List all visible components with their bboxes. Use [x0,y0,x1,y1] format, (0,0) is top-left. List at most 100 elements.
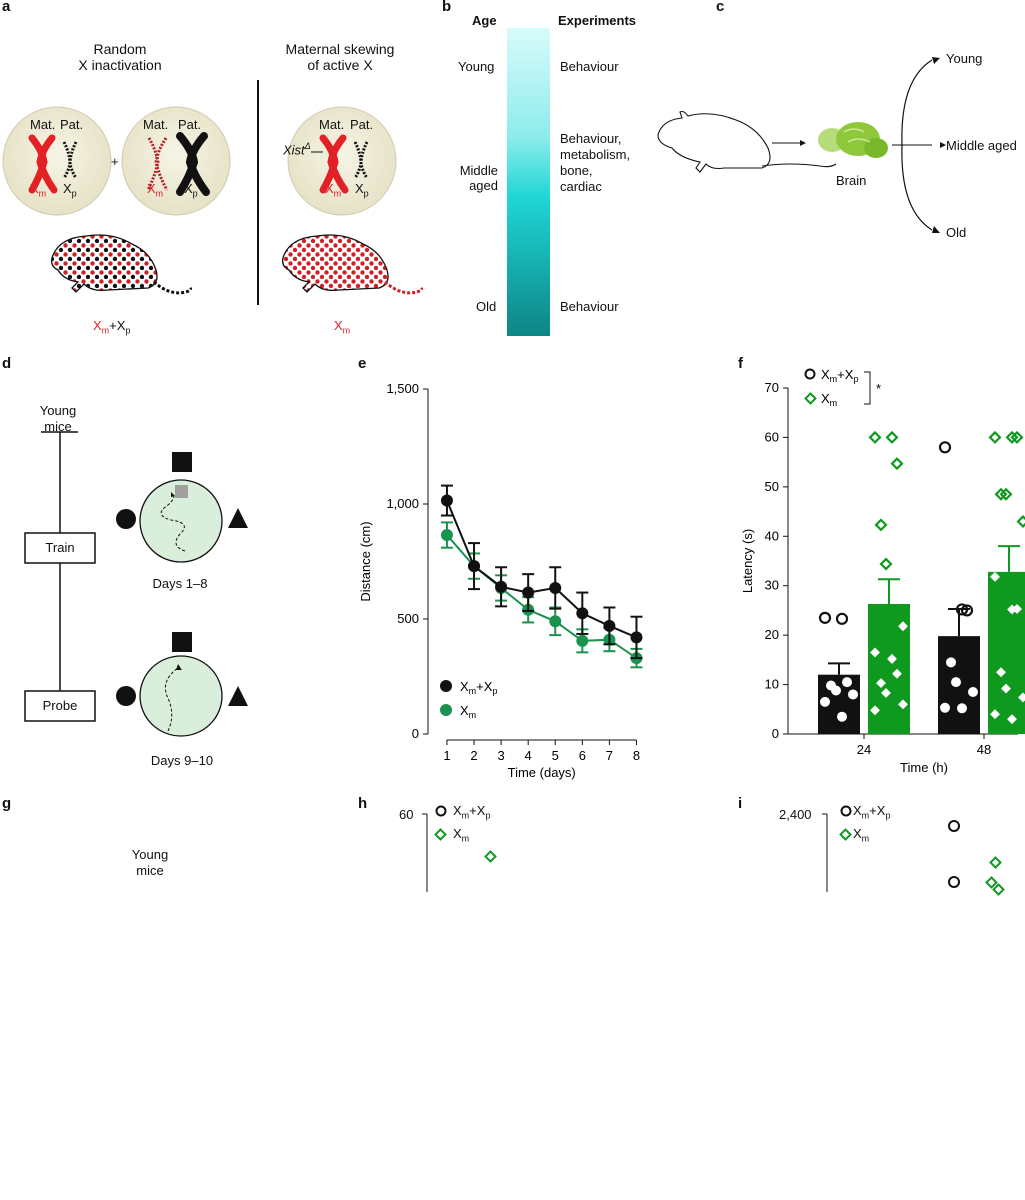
f-point-xm [996,667,1006,678]
mouse-red [281,234,423,295]
f-ytick-label: 70 [765,380,779,395]
f-ytick-label: 20 [765,627,779,642]
outcome-middle-aged: Middle aged [946,138,1017,153]
i-data-circle-2 [948,876,960,888]
f-point-xm [868,430,882,444]
e-legend-marker-xmxp [440,680,452,692]
i-legend-circle [840,805,852,817]
e-y-axis-label: Distance (cm) [358,521,373,601]
cell-3-xm: Xm [325,181,342,199]
xist-label: XistΔ [283,141,311,158]
exp-young: Behaviour [560,59,619,74]
f-point-xmxp [955,603,969,616]
e-legend-label-xm: Xm [460,703,476,720]
f-point-xmxp [938,441,952,454]
e-point [630,631,643,644]
e-ytick-label: 500 [397,611,419,626]
f-point-xm [892,668,902,679]
mouse-1-label: Xm+Xp [93,318,131,336]
age-header: Age [472,13,497,28]
f-point-xmxp [835,612,849,625]
f-point-xmxp [818,611,832,624]
panel-label-i: i [738,795,743,812]
e-ytick-label: 1,000 [386,496,419,511]
g-young-line: Young [131,847,169,862]
probe-box [24,690,96,722]
i-data-diamond-3 [992,883,1005,896]
panel-label-h: h [358,795,368,812]
outcome-young: Young [946,51,983,66]
outcome-old: Old [946,225,967,240]
f-significance-star: * [876,381,881,396]
f-point-xmxp [951,677,961,688]
age-aged: aged [469,178,498,193]
e-x-axis-label: Time (days) [508,765,576,780]
f-point-xmxp [957,703,967,714]
exp-old: Behaviour [560,299,619,314]
i-data-diamond-2 [985,876,998,889]
cell-2-pat: Pat. [178,117,202,132]
panel-label-b: b [442,0,452,15]
days-probe-label: Days 9–10 [150,753,214,768]
circle-cue-icon-2 [116,686,136,706]
panel-d-schematic [24,431,248,737]
cell-3-mat: Mat. [319,117,345,132]
f-point-xm [1018,692,1025,703]
exp-line-1: Behaviour, [560,131,622,146]
cell-2-mat: Mat. [143,117,169,132]
f-ytick-label: 30 [765,578,779,593]
f-point-xm [898,699,908,710]
i-ytick-label: 2,400 [779,807,812,822]
probe-label: Probe [42,698,78,713]
e-xtick-label: 7 [606,748,613,763]
f-bar [988,571,1025,734]
hidden-platform [175,485,188,498]
i-data-diamond-1 [989,856,1002,869]
f-ytick-label: 50 [765,479,779,494]
h-ytick-label: 60 [399,807,414,822]
probe-arena [139,655,223,737]
right-title-line-2: of active X [307,57,373,73]
chart-f: 0 10 20 30 40 50 60 70 Latency (s) 24 48 Time (h) Xm… [740,367,1025,775]
h-data-point [484,850,497,863]
exp-line-4: cardiac [560,179,602,194]
e-xtick-label: 5 [552,748,559,763]
f-y-axis-label: Latency (s) [740,529,755,593]
panel-a-right-title: Maternal skewing of active X [280,41,400,73]
f-point-xmxp [968,686,978,697]
right-title-line-1: Maternal skewing [285,41,395,57]
e-point [576,607,589,620]
cell-1 [2,106,112,216]
f-point-xm [887,653,897,664]
e-xtick-label: 8 [633,748,640,763]
age-young: Young [458,59,495,74]
exp-line-2: metabolism, [560,147,631,162]
panel-label-a: a [2,0,11,15]
triangle-cue-icon [228,508,248,528]
young-line: Young [39,403,77,418]
chart-e: 0 500 1,000 1,500 1 2 3 4 5 6 7 8 Time (days) Distanc… [358,381,643,780]
h-legend-diamond [434,828,447,841]
f-legend-label-xmxp: Xm+Xp [821,367,858,384]
f-point-xmxp [946,657,956,668]
e-point [603,619,616,632]
panel-label-f: f [738,355,743,372]
e-xtick-label: 4 [525,748,532,763]
cell-2-xp: Xp [184,181,198,199]
f-legend-marker-xmxp [804,368,816,380]
f-ytick-label: 40 [765,528,779,543]
mouse-outline-icon [657,110,837,173]
cell-1-xp: Xp [63,181,77,199]
f-point-xm [1007,714,1017,725]
f-point-xm [999,487,1013,501]
f-point-xm [1016,514,1025,528]
cell-1-pat: Pat. [60,117,84,132]
mouse-mixed [50,234,192,295]
e-xtick-label: 2 [470,748,477,763]
e-point [522,586,535,599]
e-point [549,615,562,628]
panel-g-young-mice: Young mice [120,847,180,879]
e-ytick-label: 1,500 [386,381,419,396]
i-legend-diamond [839,828,852,841]
exp-middle: Behaviour, metabolism, bone, cardiac [560,131,630,195]
